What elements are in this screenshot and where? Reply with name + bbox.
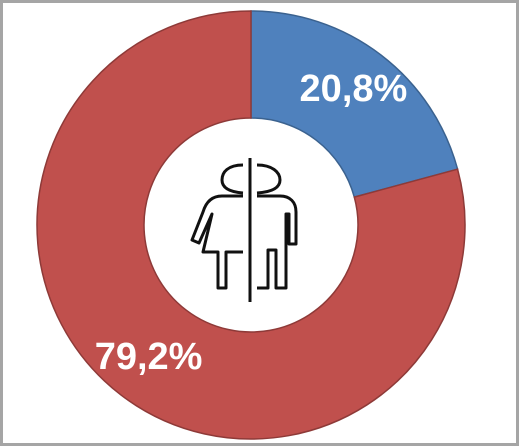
donut-segment [36,10,466,440]
male-body [257,194,298,290]
male-head [256,163,282,195]
female-head [220,163,244,195]
female-body [190,194,243,290]
donut-segment [250,10,459,199]
data-label: 20,8% [300,68,408,110]
gender-icon [190,158,298,302]
segments [36,10,466,440]
data-label: 79,2% [95,336,203,378]
